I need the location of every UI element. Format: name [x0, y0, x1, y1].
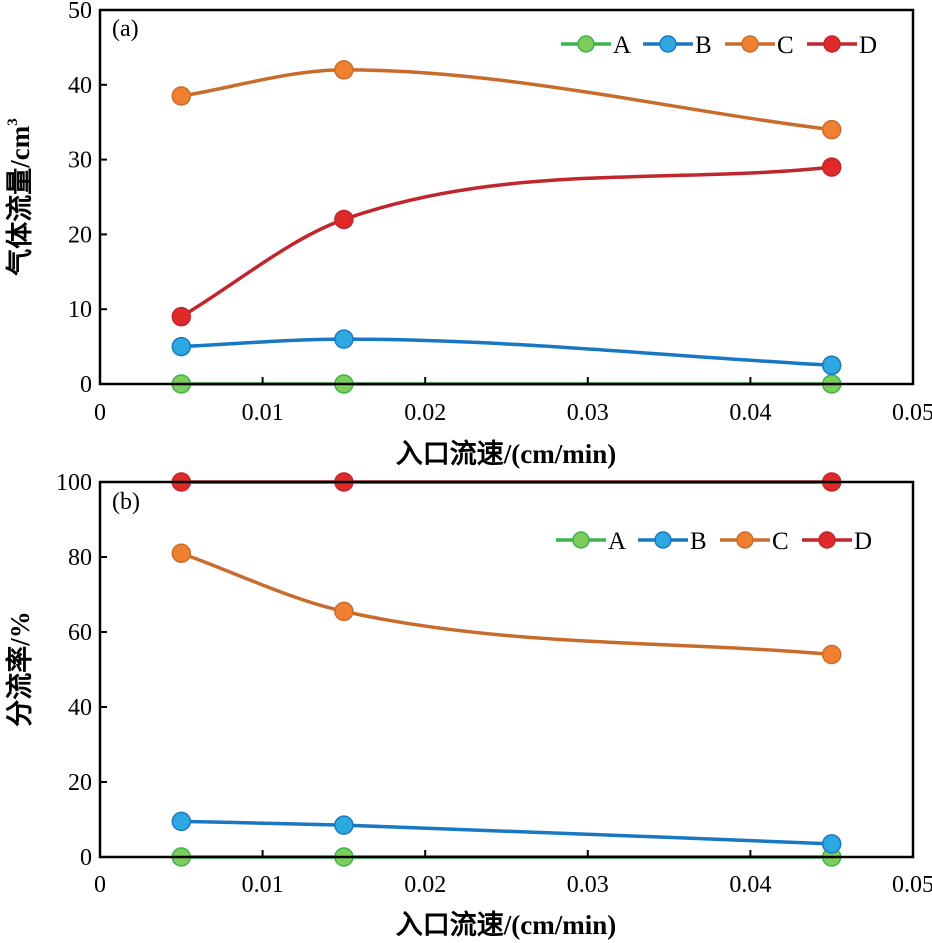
y-axis-title-a-superscript: 3 [5, 118, 21, 126]
legend-item-d: D [807, 32, 877, 59]
x-tick-label: 0.01 [242, 872, 284, 898]
x-tick-label: 0.03 [567, 400, 609, 426]
x-tick-label: 0.04 [729, 872, 771, 898]
legend-label: D [859, 32, 877, 59]
chart-panel-b: 0 0.01 0.02 0.03 0.04 0.05 0 20 40 60 80 100 (b) A B… [4, 470, 932, 940]
axis-ticks-b: 0 0.01 0.02 0.03 0.04 0.05 0 20 40 60 80 100 [56, 470, 932, 898]
y-tick-label: 40 [68, 73, 92, 99]
legend-label: B [690, 528, 707, 555]
data-point-b [171, 336, 192, 357]
panel-label-a: (a) [112, 16, 139, 42]
legend-label: C [777, 32, 794, 59]
x-tick-label: 0.05 [892, 400, 932, 426]
legend-marker [818, 531, 836, 549]
y-axis-title-b-text: 分流率/% [4, 611, 35, 727]
legend-label: D [854, 528, 872, 555]
legend-item-d: D [802, 528, 872, 555]
svg-text:分流率/%: 分流率/% [4, 611, 35, 727]
y-tick-label: 20 [68, 770, 92, 796]
svg-text:气体流量/cm3: 气体流量/cm3 [5, 118, 35, 276]
y-tick-label: 40 [68, 695, 92, 721]
legend-marker [577, 35, 595, 53]
series-line-c [180, 551, 832, 657]
legend-marker [572, 531, 590, 549]
data-point-c [821, 644, 842, 665]
data-point-d [171, 306, 192, 327]
legend-marker [659, 35, 677, 53]
x-tick-label: 0.03 [567, 872, 609, 898]
x-tick-label: 0.02 [404, 400, 446, 426]
legend-marker [736, 531, 754, 549]
legend-item-c: C [725, 32, 794, 59]
legend-label: A [608, 528, 626, 555]
y-tick-label: 60 [68, 620, 92, 646]
y-tick-label: 30 [68, 148, 92, 174]
data-point-c [171, 543, 192, 563]
x-tick-label: 0.01 [242, 400, 284, 426]
plot-area-a [171, 60, 842, 394]
x-tick-label: 0.05 [892, 872, 932, 898]
axis-ticks-a: 0 0.01 0.02 0.03 0.04 0.05 0 10 20 30 40 50 [68, 0, 932, 426]
data-point-c [171, 86, 192, 106]
data-point-c [821, 119, 842, 140]
plot-frame-a [98, 8, 915, 386]
y-axis-title-a: 气体流量/cm3 [5, 118, 35, 276]
plot-area-b [171, 472, 842, 867]
series-line-b [181, 337, 832, 368]
y-tick-label: 20 [68, 222, 92, 248]
x-tick-label: 0 [94, 400, 106, 426]
series-line-c [181, 68, 832, 132]
y-tick-label: 50 [68, 0, 92, 24]
series-line-b [181, 819, 832, 846]
x-axis-title-b: 入口流速/(cm/min) [396, 910, 616, 940]
data-point-d [821, 157, 842, 177]
legend-item-c: C [720, 528, 789, 555]
legend-item-b: B [638, 528, 707, 555]
legend-label: C [772, 528, 789, 555]
data-point-c [334, 60, 354, 80]
y-tick-label: 0 [80, 845, 92, 871]
panel-label-b: (b) [112, 489, 140, 515]
series-line-d [180, 165, 832, 319]
legend-marker [823, 35, 841, 53]
legend-label: B [695, 32, 712, 59]
data-point-b [821, 834, 842, 854]
data-point-b [334, 815, 354, 835]
x-axis-title-a: 入口流速/(cm/min) [396, 439, 616, 469]
legend-item-b: B [643, 32, 712, 59]
legend-item-a: A [556, 528, 626, 555]
legend-item-a: A [561, 32, 631, 59]
data-point-b [821, 355, 842, 376]
data-point-b [334, 329, 354, 349]
x-tick-label: 0.04 [729, 400, 771, 426]
y-tick-label: 0 [80, 372, 92, 398]
y-axis-title-b: 分流率/% [4, 611, 35, 727]
x-tick-label: 0 [94, 872, 106, 898]
legend-b: A B C D [556, 528, 872, 555]
legend-a: A B C D [561, 32, 877, 59]
y-tick-label: 80 [68, 545, 92, 571]
y-tick-label: 100 [56, 470, 92, 496]
data-point-b [171, 811, 192, 832]
y-tick-label: 10 [68, 297, 92, 323]
y-axis-title-a-text: 气体流量/cm [5, 125, 35, 276]
x-tick-label: 0.02 [404, 872, 446, 898]
plot-frame-b [98, 480, 915, 859]
legend-label: A [613, 32, 631, 59]
legend-marker [741, 35, 759, 53]
legend-marker [654, 531, 672, 549]
data-point-d [334, 209, 354, 230]
data-point-c [334, 601, 354, 622]
chart-panel-a: 0 0.01 0.02 0.03 0.04 0.05 0 10 20 30 40 50 (a) A B C… [5, 0, 932, 469]
